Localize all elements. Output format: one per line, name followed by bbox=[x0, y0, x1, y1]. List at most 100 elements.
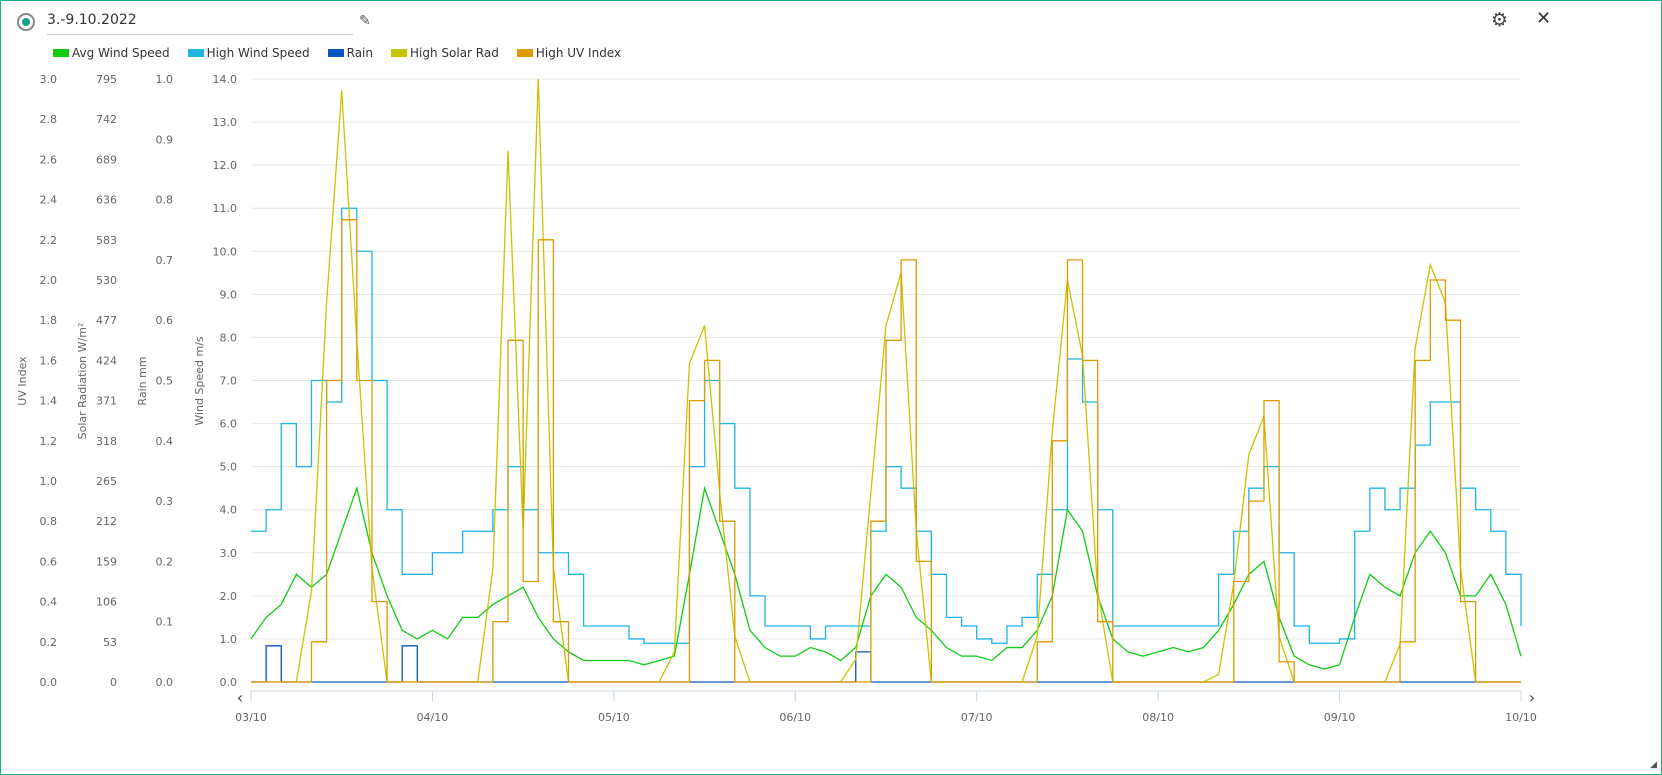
x-tick-label: 09/10 bbox=[1324, 711, 1356, 724]
uv-tick-label: 1.4 bbox=[40, 395, 58, 408]
scroll-right-icon[interactable]: › bbox=[1529, 688, 1535, 707]
wind-tick-label: 8.0 bbox=[220, 331, 238, 344]
solar-tick-label: 424 bbox=[96, 354, 117, 367]
uv-tick-label: 2.8 bbox=[40, 113, 58, 126]
wind-tick-label: 13.0 bbox=[213, 116, 238, 129]
wind-tick-label: 7.0 bbox=[220, 375, 238, 388]
wind-tick-label: 0.0 bbox=[220, 676, 238, 689]
x-tick-label: 04/10 bbox=[417, 711, 449, 724]
uv-tick-label: 1.6 bbox=[40, 354, 58, 367]
x-tick-label: 07/10 bbox=[961, 711, 993, 724]
x-tick-label: 06/10 bbox=[779, 711, 811, 724]
legend-swatch bbox=[516, 49, 533, 57]
pencil-icon[interactable]: ✎ bbox=[359, 13, 371, 29]
legend: Avg Wind Speed High Wind Speed Rain High… bbox=[53, 46, 621, 60]
solar-tick-label: 212 bbox=[96, 515, 117, 528]
uv-tick-label: 2.0 bbox=[40, 274, 58, 287]
chart-title-input[interactable]: 3.-9.10.2022 bbox=[47, 12, 353, 35]
solar-tick-label: 689 bbox=[96, 153, 117, 166]
rain-tick-label: 0.2 bbox=[156, 555, 174, 568]
scroll-left-icon[interactable]: ‹ bbox=[237, 688, 243, 707]
legend-item-solar[interactable]: High Solar Rad bbox=[391, 46, 499, 60]
legend-label: High UV Index bbox=[535, 46, 622, 60]
uv-tick-label: 0.4 bbox=[40, 596, 58, 609]
series-line-avg-wind-speed bbox=[250, 485, 1522, 670]
legend-label: Avg Wind Speed bbox=[72, 46, 170, 60]
wind-tick-label: 5.0 bbox=[220, 461, 238, 474]
uv-tick-label: 0.8 bbox=[40, 515, 58, 528]
series-line-high-uv-index bbox=[251, 219, 1521, 683]
wind-tick-label: 14.0 bbox=[213, 73, 238, 86]
uv-tick-label: 0.0 bbox=[40, 676, 58, 689]
uv-tick-label: 0.6 bbox=[40, 555, 58, 568]
rain-tick-label: 0.1 bbox=[156, 616, 174, 629]
solar-tick-label: 106 bbox=[96, 596, 117, 609]
legend-label: High Solar Rad bbox=[410, 46, 499, 60]
wind-tick-label: 4.0 bbox=[220, 504, 238, 517]
active-radio-icon[interactable] bbox=[17, 13, 35, 31]
uv-tick-label: 2.2 bbox=[40, 234, 58, 247]
solar-tick-label: 530 bbox=[96, 274, 117, 287]
solar-tick-label: 159 bbox=[96, 555, 117, 568]
rain-tick-label: 0.8 bbox=[156, 194, 174, 207]
uv-tick-label: 3.0 bbox=[40, 73, 58, 86]
legend-item-rain[interactable]: Rain bbox=[327, 46, 373, 60]
uv-tick-label: 1.2 bbox=[40, 435, 58, 448]
legend-item-high-wind[interactable]: High Wind Speed bbox=[187, 46, 310, 60]
legend-swatch bbox=[391, 49, 407, 57]
solar-tick-label: 371 bbox=[96, 395, 117, 408]
series-line-high-wind-speed bbox=[251, 207, 1522, 644]
legend-item-avg-wind[interactable]: Avg Wind Speed bbox=[53, 46, 170, 60]
wind-axis-title: Wind Speed m/s bbox=[193, 336, 206, 426]
solar-tick-label: 583 bbox=[96, 234, 117, 247]
wind-tick-label: 2.0 bbox=[220, 590, 238, 603]
uv-tick-label: 2.6 bbox=[40, 153, 58, 166]
uv-tick-label: 0.2 bbox=[40, 636, 58, 649]
rain-tick-label: 0.9 bbox=[156, 133, 174, 146]
wind-tick-label: 6.0 bbox=[220, 418, 238, 431]
solar-tick-label: 795 bbox=[96, 73, 117, 86]
wind-tick-label: 3.0 bbox=[220, 547, 238, 560]
legend-item-uv[interactable]: High UV Index bbox=[516, 46, 622, 60]
solar-tick-label: 265 bbox=[96, 475, 117, 488]
uv-tick-label: 2.4 bbox=[40, 194, 58, 207]
solar-tick-label: 53 bbox=[103, 636, 117, 649]
resize-handle-icon[interactable]: ◢ bbox=[1650, 760, 1657, 770]
uv-tick-label: 1.0 bbox=[40, 475, 58, 488]
wind-tick-label: 10.0 bbox=[213, 245, 238, 258]
solar-tick-label: 477 bbox=[96, 314, 117, 327]
legend-label: High Wind Speed bbox=[206, 46, 310, 60]
series-line-rain bbox=[251, 645, 1521, 683]
close-icon[interactable]: ✕ bbox=[1536, 8, 1552, 29]
rain-tick-label: 0.0 bbox=[156, 676, 174, 689]
solar-axis-title: Solar Radiation W/m² bbox=[76, 323, 89, 440]
wind-tick-label: 11.0 bbox=[213, 202, 238, 215]
x-tick-label: 05/10 bbox=[598, 711, 630, 724]
rain-tick-label: 0.5 bbox=[156, 375, 174, 388]
solar-tick-label: 318 bbox=[96, 435, 117, 448]
wind-tick-label: 9.0 bbox=[220, 288, 238, 301]
gear-icon[interactable]: ⚙ bbox=[1491, 9, 1509, 31]
solar-tick-label: 636 bbox=[96, 194, 117, 207]
rain-tick-label: 0.4 bbox=[156, 435, 174, 448]
wind-tick-label: 1.0 bbox=[220, 633, 238, 646]
solar-tick-label: 0 bbox=[110, 676, 117, 689]
rain-tick-label: 0.7 bbox=[156, 254, 174, 267]
legend-swatch bbox=[327, 49, 344, 57]
x-tick-label: 08/10 bbox=[1142, 711, 1174, 724]
rain-tick-label: 0.6 bbox=[156, 314, 174, 327]
legend-label: Rain bbox=[346, 46, 373, 60]
uv-axis-title: UV Index bbox=[16, 356, 29, 406]
rain-axis-title: Rain mm bbox=[136, 356, 149, 405]
x-tick-label: 03/10 bbox=[235, 711, 267, 724]
rain-tick-label: 0.3 bbox=[156, 495, 174, 508]
wind-tick-label: 12.0 bbox=[213, 159, 238, 172]
legend-swatch bbox=[187, 49, 204, 57]
x-tick-label: 10/10 bbox=[1505, 711, 1537, 724]
uv-tick-label: 1.8 bbox=[40, 314, 58, 327]
legend-swatch bbox=[53, 49, 69, 57]
solar-tick-label: 742 bbox=[96, 113, 117, 126]
rain-tick-label: 1.0 bbox=[156, 73, 174, 86]
